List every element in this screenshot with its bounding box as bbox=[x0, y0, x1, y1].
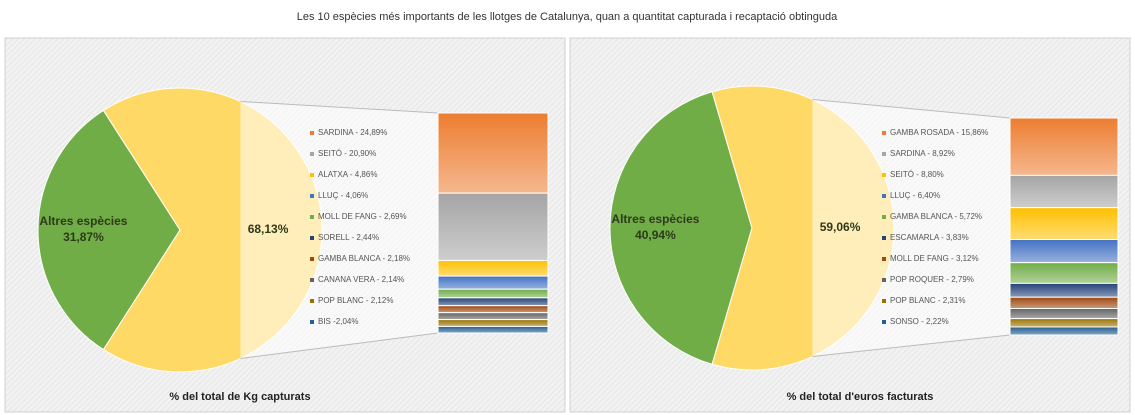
bar-shine bbox=[1010, 118, 1118, 176]
bar-shine bbox=[1010, 283, 1118, 298]
legend-marker bbox=[310, 278, 314, 282]
legend-label: BIS -2,04% bbox=[318, 317, 358, 326]
slice-value: 40,94% bbox=[635, 228, 676, 242]
bar-shine bbox=[438, 305, 548, 313]
chart-title: % del total de Kg capturats bbox=[169, 391, 310, 403]
slice-value: 68,13% bbox=[248, 222, 289, 236]
bar-shine bbox=[438, 260, 548, 277]
bar-shine bbox=[438, 276, 548, 290]
pie-slice bbox=[37, 109, 181, 351]
legend-label: MOLL DE FANG - 3,12% bbox=[890, 254, 979, 263]
bar-shine bbox=[438, 326, 548, 333]
legend-label: ESCAMARLA - 3,83% bbox=[890, 233, 969, 242]
legend-label: MOLL DE FANG - 2,69% bbox=[318, 212, 407, 221]
legend-marker bbox=[310, 320, 314, 324]
bar-shine bbox=[1010, 175, 1118, 208]
connector-line bbox=[240, 101, 439, 114]
legend-label: LLUÇ - 6,40% bbox=[890, 191, 940, 200]
bar-shine bbox=[1010, 207, 1118, 240]
legend-label: LLUÇ - 4,06% bbox=[318, 191, 368, 200]
legend-marker bbox=[310, 236, 314, 240]
legend-label: SARDINA - 24,89% bbox=[318, 128, 387, 137]
bar-shine bbox=[438, 289, 548, 298]
bar-shine bbox=[1010, 239, 1118, 263]
legend-label: GAMBA BLANCA - 5,72% bbox=[890, 212, 982, 221]
legend-label: ALATXA - 4,86% bbox=[318, 170, 377, 179]
connector-line bbox=[812, 334, 1011, 357]
pie-slice bbox=[609, 91, 753, 365]
legend-marker bbox=[882, 131, 886, 135]
legend-marker bbox=[310, 131, 314, 135]
legend-marker bbox=[310, 215, 314, 219]
legend-marker bbox=[882, 236, 886, 240]
legend-marker bbox=[882, 173, 886, 177]
legend-marker bbox=[882, 257, 886, 261]
legend-marker bbox=[882, 215, 886, 219]
connector-area bbox=[812, 99, 1010, 357]
legend-label: POP ROQUER - 2,79% bbox=[890, 275, 974, 284]
bar-shine bbox=[438, 193, 548, 261]
bar-shine bbox=[1010, 262, 1118, 284]
legend-label: SONSO - 2,22% bbox=[890, 317, 949, 326]
legend-marker bbox=[310, 257, 314, 261]
legend-marker bbox=[310, 173, 314, 177]
bar-shine bbox=[1010, 326, 1118, 335]
legend-marker bbox=[882, 152, 886, 156]
legend-label: GAMBA BLANCA - 2,18% bbox=[318, 254, 410, 263]
slice-label: Altres espècies bbox=[611, 212, 699, 226]
chart-title: % del total d'euros facturats bbox=[787, 391, 934, 403]
legend-marker bbox=[882, 194, 886, 198]
bar-shine bbox=[438, 297, 548, 306]
slice-label: Altres espècies bbox=[39, 214, 127, 228]
bar-shine bbox=[1010, 308, 1118, 319]
connector-line bbox=[812, 99, 1011, 119]
bar-shine bbox=[438, 113, 548, 194]
slice-value: 59,06% bbox=[820, 220, 861, 234]
bar-shine bbox=[438, 312, 548, 320]
legend-marker bbox=[882, 320, 886, 324]
page-title: Les 10 espècies més importants de les ll… bbox=[297, 11, 838, 23]
legend-label: CANANA VERA - 2,14% bbox=[318, 275, 404, 284]
legend-label: SEITÓ - 20,90% bbox=[318, 149, 376, 158]
bar-shine bbox=[438, 319, 548, 327]
legend-marker bbox=[882, 278, 886, 282]
legend-label: SORELL - 2,44% bbox=[318, 233, 379, 242]
connector-area bbox=[240, 101, 438, 359]
legend-label: GAMBA ROSADA - 15,86% bbox=[890, 128, 988, 137]
legend-label: SARDINA - 8,92% bbox=[890, 149, 955, 158]
legend-marker bbox=[882, 299, 886, 303]
legend-marker bbox=[310, 152, 314, 156]
legend-label: SEITÓ - 8,80% bbox=[890, 170, 944, 179]
connector-line bbox=[240, 332, 439, 359]
bar-shine bbox=[1010, 297, 1118, 309]
slice-value: 31,87% bbox=[63, 230, 104, 244]
bar-shine bbox=[1010, 318, 1118, 327]
legend-label: POP BLANC - 2,12% bbox=[318, 296, 393, 305]
legend-label: POP BLANC - 2,31% bbox=[890, 296, 965, 305]
legend-marker bbox=[310, 194, 314, 198]
legend-marker bbox=[310, 299, 314, 303]
